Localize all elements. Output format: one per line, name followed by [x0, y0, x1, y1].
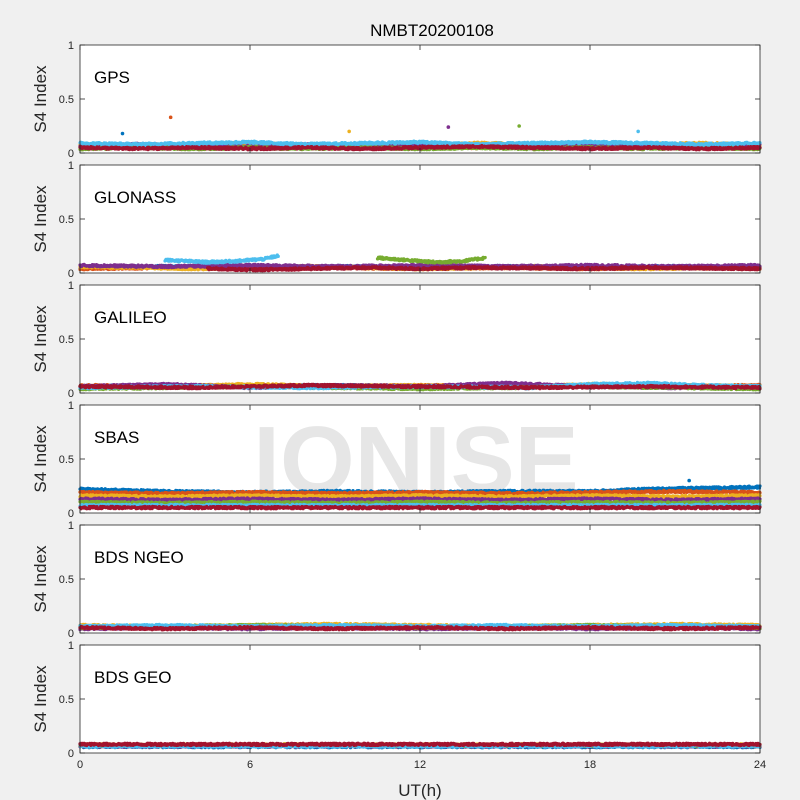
panel-background	[80, 45, 760, 153]
chart-title: NMBT20200108	[370, 21, 494, 40]
